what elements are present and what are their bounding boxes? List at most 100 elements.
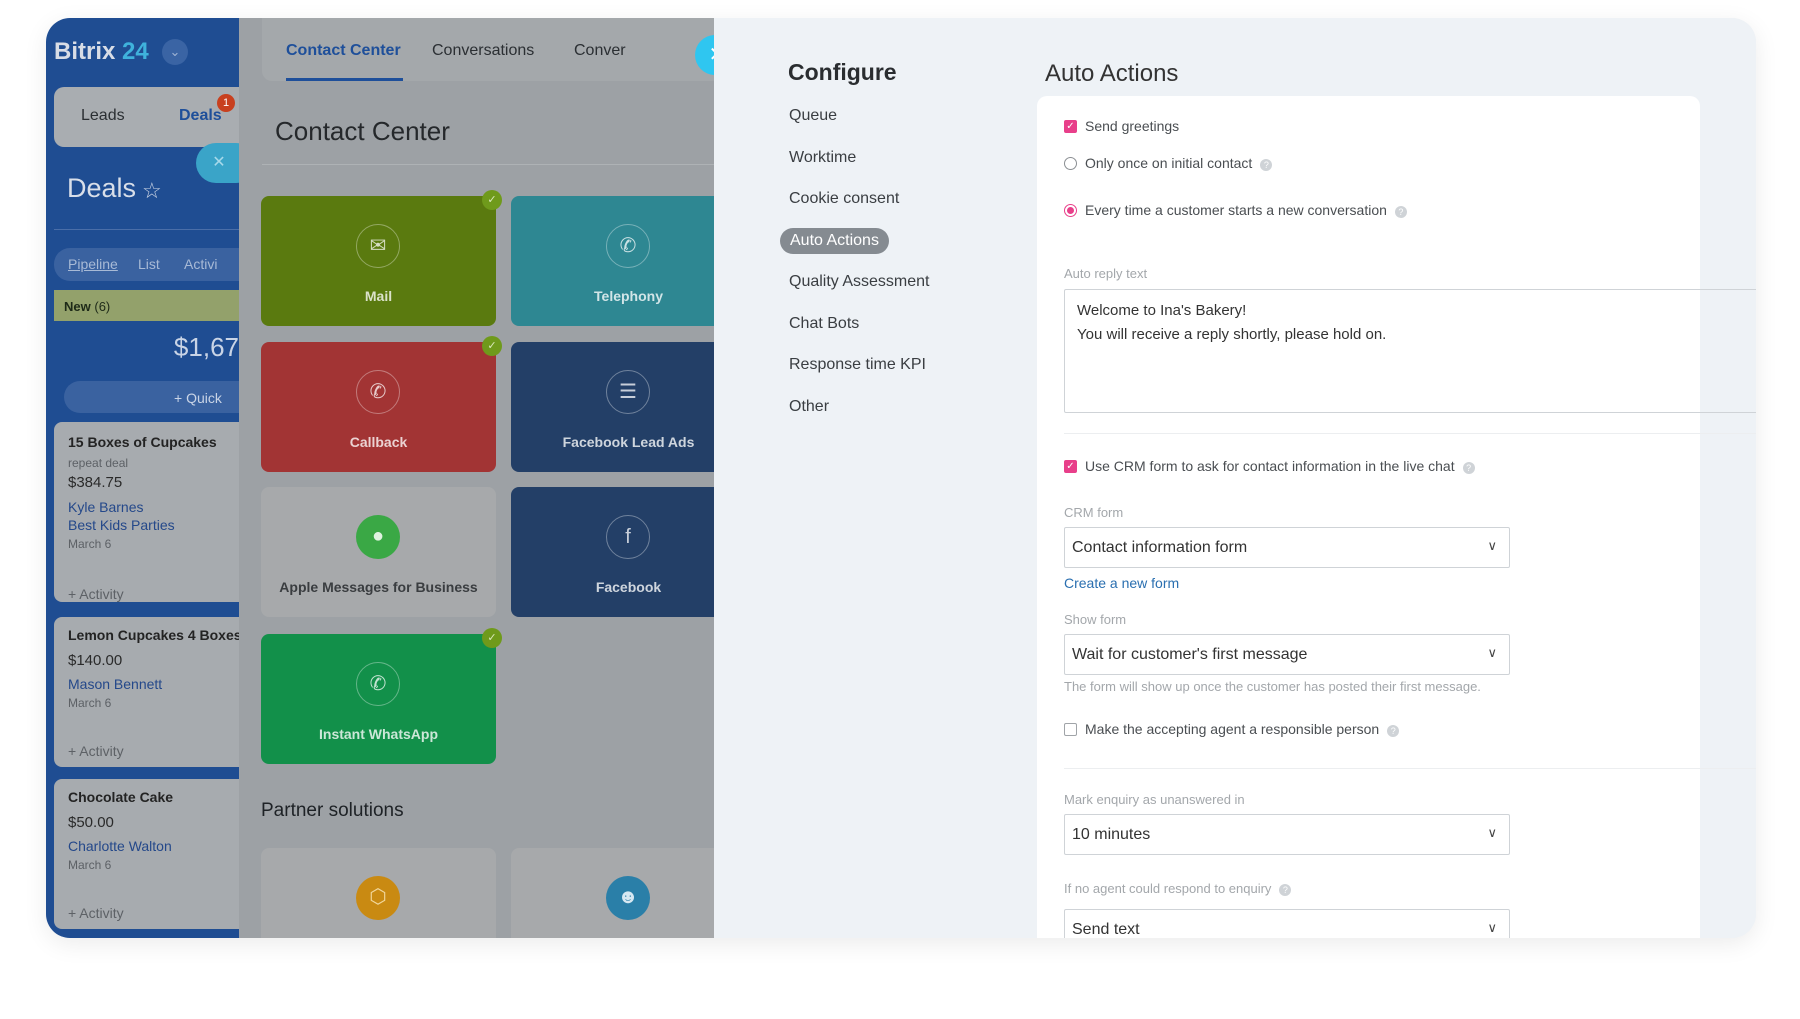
menu-item-response-time-kpi[interactable]: Response time KPI	[789, 356, 926, 373]
menu-item-queue[interactable]: Queue	[789, 107, 838, 124]
channel-tile[interactable]: ✉ Mail ✓	[261, 190, 502, 326]
menu-item-cookie-consent[interactable]: Cookie consent	[789, 190, 900, 207]
only-once-row[interactable]: Only once on initial contact?	[1064, 155, 1273, 171]
help-icon[interactable]: ?	[1462, 462, 1475, 474]
tab-leads[interactable]: Leads	[81, 107, 125, 124]
channel-tile[interactable]: ✆ Callback ✓	[261, 336, 502, 472]
send-greetings-row[interactable]: ✓ Send greetings	[1064, 118, 1179, 134]
channel-label: Facebook	[595, 579, 662, 595]
make-responsible-row[interactable]: Make the accepting agent a responsible p…	[1064, 721, 1400, 737]
divider	[1064, 768, 1756, 769]
tab-activities[interactable]: Activi	[184, 256, 218, 272]
chevron-down-icon: ∨	[1487, 920, 1497, 935]
deal-company[interactable]: Best Kids Parties	[68, 517, 175, 533]
crm-sidebar: Bitrix 24 ⌄ Leads Deals 1 ✕ Deals ☆ Pipe…	[46, 18, 239, 938]
mark-unanswered-select[interactable]: 10 minutes ∨	[1064, 814, 1510, 855]
deal-title[interactable]: Lemon Cupcakes 4 Boxes	[68, 627, 239, 643]
deal-card[interactable]: 15 Boxes of Cupcakes repeat deal $384.75…	[54, 422, 239, 602]
tab-contact-center[interactable]: Contact Center	[286, 42, 401, 59]
use-crm-checkbox[interactable]: ✓	[1064, 459, 1077, 473]
channel-label: Mail	[364, 288, 393, 304]
no-agent-label-row: If no agent could respond to enquiry?	[1064, 880, 1292, 896]
deal-subtitle: repeat deal	[68, 456, 129, 470]
channel-label: Apple Messages for Business	[279, 579, 478, 595]
crm-form-label: CRM form	[1064, 505, 1124, 520]
tab-conversations-2[interactable]: Conver	[574, 42, 626, 59]
deal-contact[interactable]: Kyle Barnes	[68, 499, 144, 515]
tab-pipeline[interactable]: Pipeline	[68, 256, 118, 272]
help-icon[interactable]: ?	[1260, 159, 1273, 171]
partner-tile[interactable]: ☻	[511, 848, 714, 938]
no-agent-label: If no agent could respond to enquiry	[1064, 880, 1272, 896]
crm-form-select[interactable]: Contact information form ∨	[1064, 527, 1510, 568]
deal-card[interactable]: Chocolate Cake $50.00 Charlotte Walton M…	[54, 779, 239, 929]
menu-item-auto-actions[interactable]: Auto Actions	[780, 227, 889, 254]
channel-tile[interactable]: ☰ Facebook Lead Ads	[511, 342, 714, 472]
menu-item-worktime[interactable]: Worktime	[789, 148, 857, 166]
close-button[interactable]: ✕	[695, 35, 714, 75]
crm-tabs: Leads Deals	[54, 87, 239, 147]
deal-price: $384.75	[68, 474, 123, 491]
menu-item-chat-bots[interactable]: Chat Bots	[789, 314, 860, 332]
channel-tile[interactable]: ✆ Instant WhatsApp ✓	[261, 628, 502, 764]
configure-title: Configure	[788, 59, 897, 85]
chevron-down-icon: ∨	[1487, 825, 1497, 840]
add-activity-button[interactable]: + Activity	[68, 743, 124, 759]
callback-icon: ✆	[356, 370, 400, 414]
only-once-radio[interactable]	[1064, 156, 1077, 170]
help-icon[interactable]: ?	[1394, 206, 1407, 218]
auto-reply-textarea[interactable]: Welcome to Ina's Bakery! You will receiv…	[1064, 289, 1756, 413]
channel-label: Telephony	[594, 288, 663, 304]
add-activity-button[interactable]: + Activity	[68, 586, 124, 602]
column-count: (6)	[94, 299, 111, 314]
menu-item-quality-assessment[interactable]: Quality Assessment	[789, 273, 930, 290]
mark-unanswered-value: 10 minutes	[1072, 826, 1151, 843]
close-icon[interactable]: ✕	[196, 143, 239, 183]
deal-title[interactable]: Chocolate Cake	[68, 789, 174, 805]
use-crm-row[interactable]: ✓ Use CRM form to ask for contact informa…	[1064, 458, 1475, 474]
menu-item-other[interactable]: Other	[789, 397, 830, 415]
no-agent-select[interactable]: Send text ∨	[1064, 909, 1510, 938]
quick-add-button[interactable]: + Quick	[64, 381, 239, 413]
facebook-icon: f	[606, 515, 650, 559]
every-time-radio[interactable]	[1064, 203, 1077, 217]
help-icon[interactable]: ?	[1387, 725, 1400, 737]
deal-title[interactable]: 15 Boxes of Cupcakes	[68, 434, 217, 450]
deals-badge: 1	[217, 94, 235, 112]
make-responsible-label: Make the accepting agent a responsible p…	[1085, 721, 1380, 737]
contact-center-tabs: Contact Center Conversations Conver	[262, 18, 714, 81]
column-amount: $1,67	[173, 332, 239, 362]
mark-unanswered-label: Mark enquiry as unanswered in	[1064, 792, 1245, 807]
deal-contact[interactable]: Mason Bennett	[68, 676, 163, 692]
auto-reply-label: Auto reply text	[1064, 266, 1148, 281]
star-icon[interactable]: ☆	[142, 178, 162, 203]
help-icon[interactable]: ?	[1279, 884, 1292, 896]
app-window: Bitrix 24 ⌄ Leads Deals 1 ✕ Deals ☆ Pipe…	[46, 18, 1756, 938]
active-tab-underline	[286, 78, 403, 81]
channel-tile[interactable]: ● Apple Messages for Business	[261, 487, 496, 617]
bitrix-logo[interactable]: Bitrix 24	[54, 38, 149, 66]
every-time-row[interactable]: Every time a customer starts a new conve…	[1064, 202, 1407, 218]
page-title: Deals	[67, 173, 137, 203]
add-activity-button[interactable]: + Activity	[68, 905, 124, 921]
channel-tile[interactable]: f Facebook	[511, 487, 714, 617]
tab-deals[interactable]: Deals	[179, 107, 222, 124]
send-greetings-checkbox[interactable]: ✓	[1064, 119, 1077, 133]
show-form-select[interactable]: Wait for customer's first message ∨	[1064, 634, 1510, 675]
channel-tile[interactable]: ✆ Telephony	[511, 196, 714, 326]
check-icon: ✓	[482, 628, 502, 648]
no-agent-value: Send text	[1072, 921, 1140, 938]
partner-tile[interactable]: ⬡	[261, 848, 496, 938]
deal-contact[interactable]: Charlotte Walton	[68, 838, 172, 854]
tab-conversations[interactable]: Conversations	[432, 42, 535, 59]
auto-actions-form: ✓ Send greetings Only once on initial con…	[1037, 96, 1756, 938]
mail-icon: ✉	[356, 224, 400, 268]
make-responsible-checkbox[interactable]	[1064, 722, 1077, 736]
chevron-down-icon[interactable]: ⌄	[162, 39, 188, 65]
deal-card[interactable]: Lemon Cupcakes 4 Boxes $140.00 Mason Ben…	[54, 617, 239, 767]
divider	[262, 164, 714, 165]
contact-center-panel: Contact Center Conversations Conver ✕ Co…	[239, 18, 714, 938]
create-form-link[interactable]: Create a new form	[1064, 575, 1180, 591]
tab-list[interactable]: List	[138, 256, 160, 272]
contact-center-title: Contact Center	[275, 116, 450, 146]
